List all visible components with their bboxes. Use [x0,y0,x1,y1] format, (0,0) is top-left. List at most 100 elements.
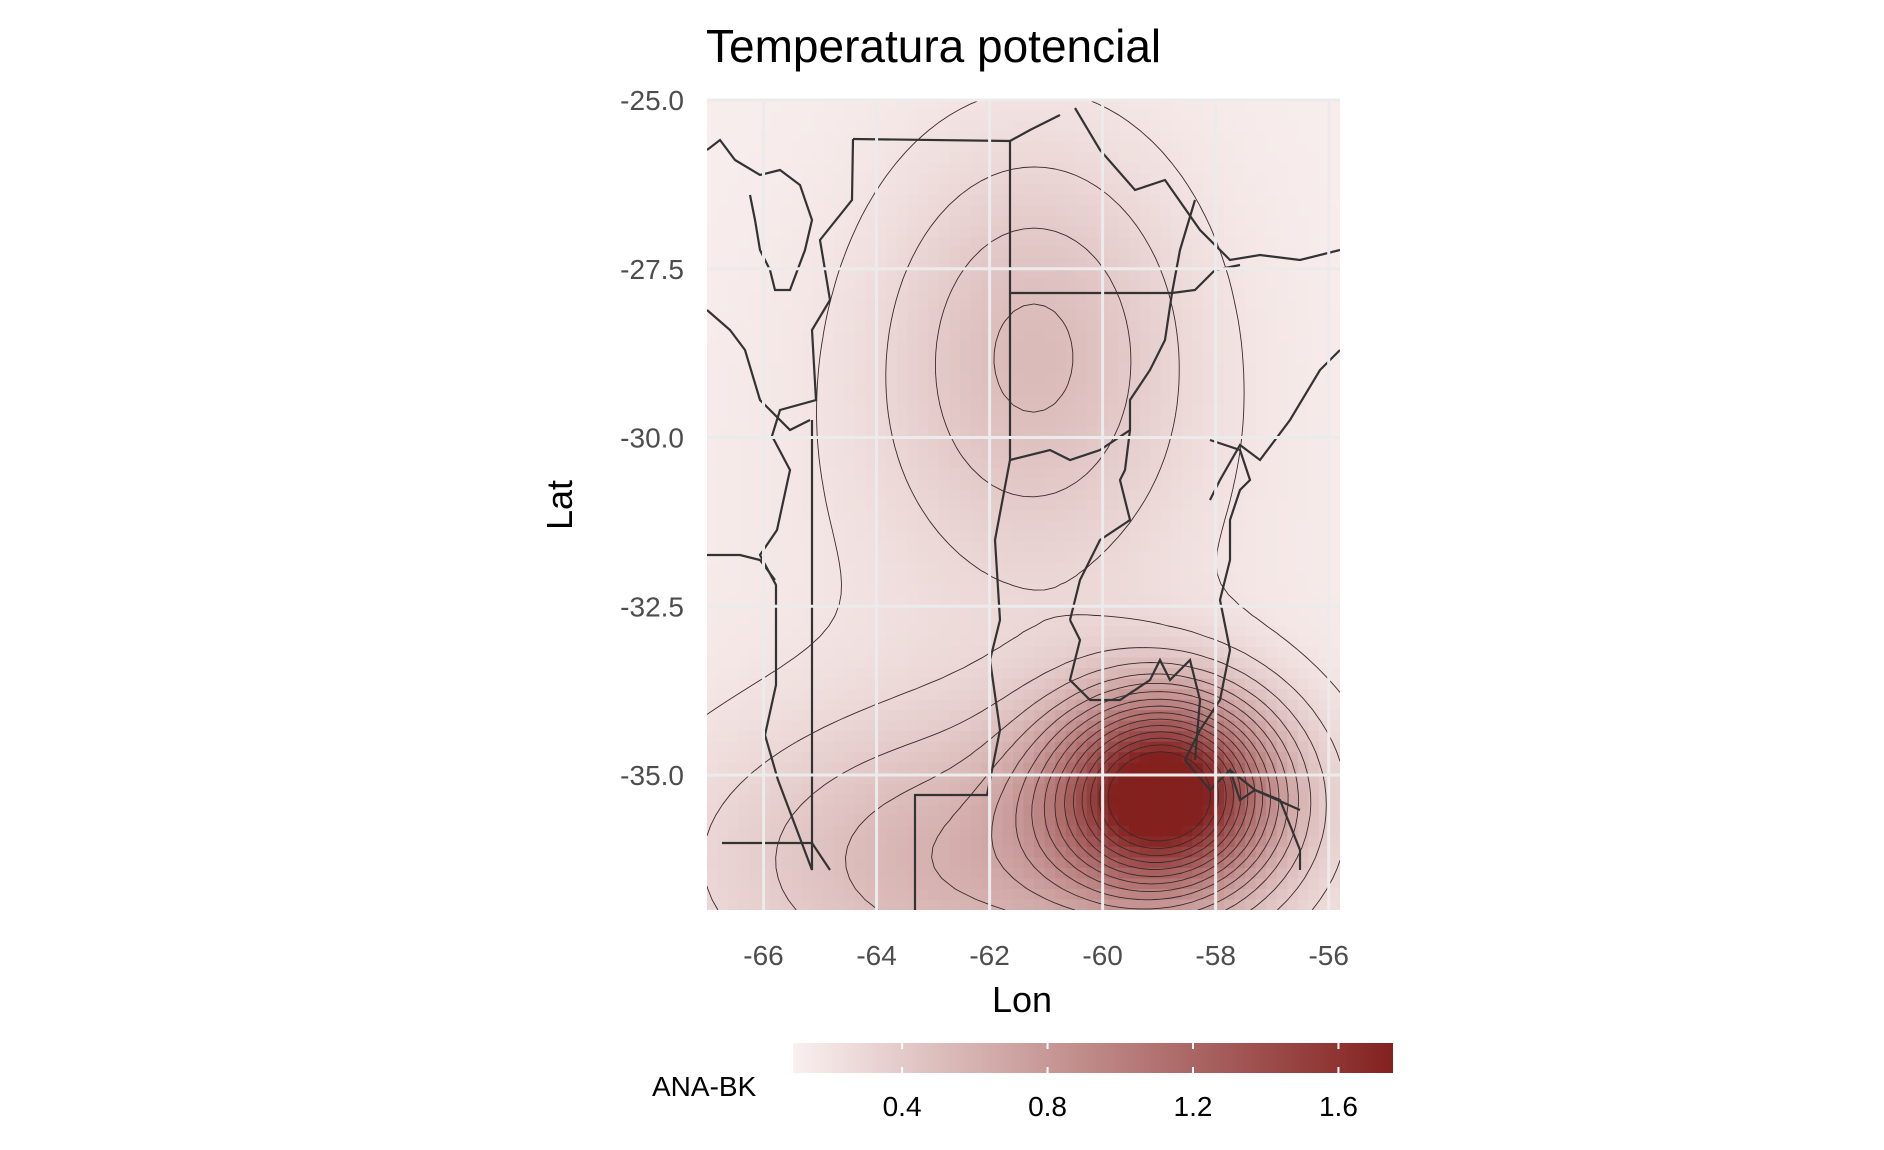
heat-cell [1129,742,1140,753]
heat-cell [802,163,813,174]
heat-cell [1087,342,1098,353]
heat-cell [770,542,781,553]
heat-cell [1055,205,1066,216]
heat-cell [760,636,771,647]
heat-cell [1171,689,1182,700]
heat-cell [844,426,855,437]
heat-cell [886,826,897,837]
heat-cell [844,447,855,458]
heat-cell [971,163,982,174]
heat-cell [1245,153,1256,164]
heat-cell [1171,121,1182,132]
heat-cell [1308,889,1319,900]
heat-cell [1034,468,1045,479]
heat-cell [1055,647,1066,658]
heat-cell [1087,468,1098,479]
heat-cell [1002,763,1013,774]
heat-cell [897,321,908,332]
heat-cell [1192,479,1203,490]
heat-cell [1245,573,1256,584]
heat-cell [992,784,1003,795]
heat-cell [813,531,824,542]
heat-cell [1266,111,1277,122]
heat-cell [728,458,739,469]
heat-cell [1055,405,1066,416]
heat-cell [886,731,897,742]
heat-cell [1182,426,1193,437]
heat-cell [960,468,971,479]
heat-cell [834,647,845,658]
heat-cell [1182,542,1193,553]
heat-cell [1013,573,1024,584]
heat-cell [802,174,813,185]
heat-cell [855,279,866,290]
heat-cell [1287,300,1298,311]
heat-cell [760,195,771,206]
heat-cell [918,237,929,248]
heat-cell [929,352,940,363]
heat-cell [728,416,739,427]
heat-cell [844,658,855,669]
heat-cell [1235,573,1246,584]
heat-cell [1013,805,1024,816]
heat-cell [1087,626,1098,637]
heat-cell [1266,857,1277,868]
heat-cell [1182,573,1193,584]
heat-cell [886,279,897,290]
heat-cell [1150,857,1161,868]
heat-cell [823,447,834,458]
heat-cell [950,489,961,500]
heat-cell [791,142,802,153]
heat-cell [802,300,813,311]
heat-cell [1129,205,1140,216]
heat-cell [1277,237,1288,248]
heat-cell [1129,563,1140,574]
heat-cell [1108,352,1119,363]
heat-cell [1129,458,1140,469]
heat-cell [929,531,940,542]
heat-cell [855,542,866,553]
heat-cell [886,668,897,679]
heat-cell [1182,352,1193,363]
heat-cell [886,458,897,469]
heat-cell [834,111,845,122]
heat-cell [950,374,961,385]
heat-cell [749,521,760,532]
heat-cell [1329,184,1340,195]
heat-cell [1118,899,1129,910]
heat-cell [1161,878,1172,889]
heat-cell [897,721,908,732]
heat-cell [960,300,971,311]
heat-cell [834,573,845,584]
heat-cell [855,174,866,185]
heat-cell [918,331,929,342]
heat-cell [939,258,950,269]
heat-cell [823,395,834,406]
heat-cell [1235,216,1246,227]
heat-cell [1182,279,1193,290]
heat-cell [749,458,760,469]
heat-cell [1055,868,1066,879]
heat-cell [960,500,971,511]
heat-cell [1034,647,1045,658]
heat-cell [1002,668,1013,679]
heat-cell [886,384,897,395]
heat-cell [770,205,781,216]
heat-cell [728,847,739,858]
heat-cell [855,132,866,143]
heat-cell [749,826,760,837]
heat-cell [1087,500,1098,511]
heat-cell [1118,363,1129,374]
heat-cell [907,468,918,479]
heat-cell [939,594,950,605]
heat-cell [1076,300,1087,311]
heat-cell [971,216,982,227]
heat-cell [1329,289,1340,300]
heat-cell [728,342,739,353]
heat-cell [907,111,918,122]
heat-cell [855,500,866,511]
heat-cell [886,258,897,269]
heat-cell [1002,899,1013,910]
heat-cell [834,521,845,532]
heat-cell [1002,405,1013,416]
